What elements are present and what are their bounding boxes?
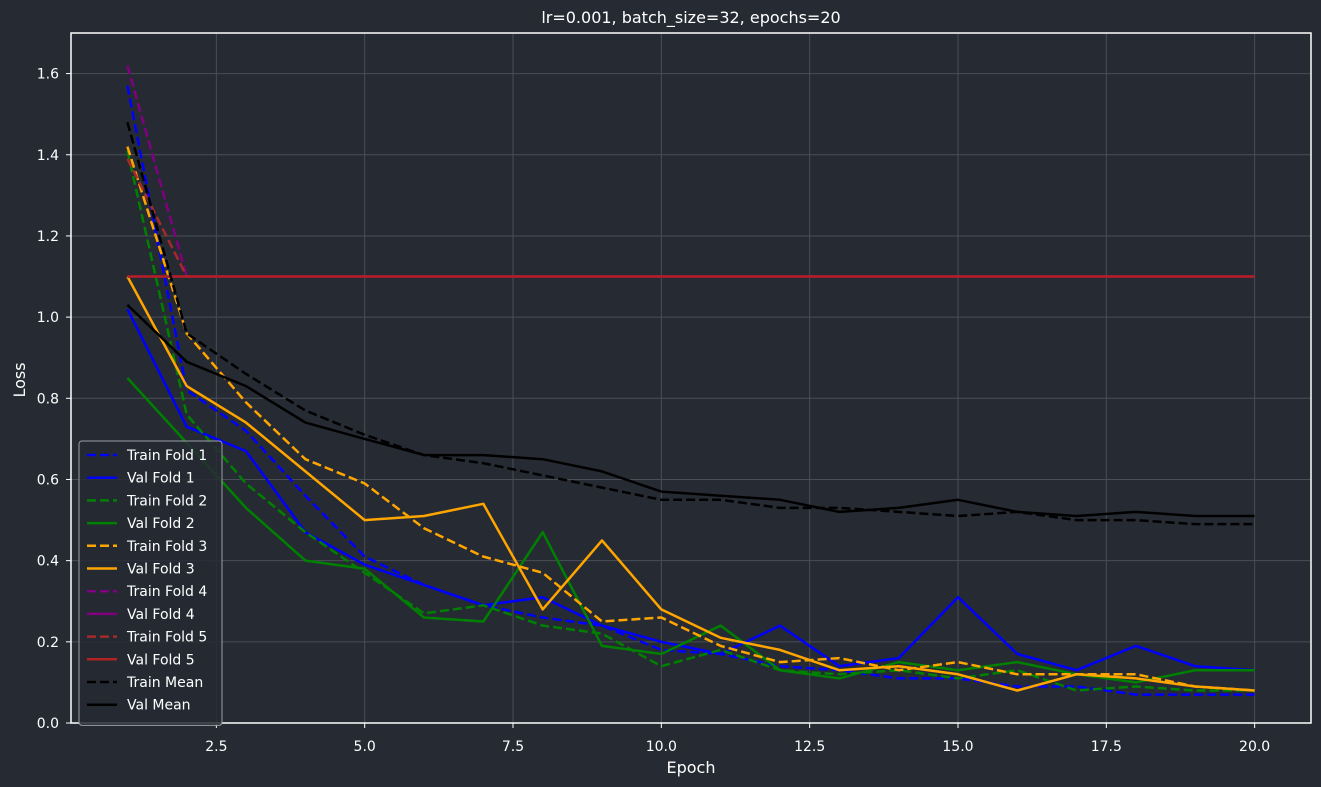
- series-line-train-fold-4: [126, 65, 188, 277]
- x-tick-label: 7.5: [502, 739, 524, 755]
- legend-label: Train Fold 4: [126, 584, 207, 600]
- x-tick-label: 20.0: [1239, 739, 1270, 755]
- legend-label: Val Fold 2: [127, 516, 195, 532]
- y-tick-label: 1.4: [37, 148, 59, 164]
- plot-lines: [126, 65, 1255, 696]
- x-tick-label: 15.0: [942, 739, 973, 755]
- y-tick-label: 0.0: [37, 716, 59, 732]
- y-axis-ticks: 0.0 0.2 0.4 0.6 0.8 1.0 1.2 1.4 1.6: [37, 67, 71, 732]
- legend-label: Val Mean: [127, 698, 191, 714]
- x-axis-ticks: 2.5 5.0 7.5 10.0 12.5 15.0 17.5 20.0: [205, 723, 1270, 755]
- series-line-val-fold-3: [126, 275, 1255, 692]
- series-line-train-fold-1: [126, 85, 1255, 696]
- y-tick-label: 1.2: [37, 229, 59, 245]
- y-tick-label: 0.6: [37, 472, 59, 488]
- x-tick-label: 10.0: [646, 739, 677, 755]
- legend-label: Val Fold 3: [127, 562, 195, 578]
- chart-title: lr=0.001, batch_size=32, epochs=20: [541, 8, 840, 28]
- legend-label: Val Fold 5: [127, 652, 195, 668]
- legend-label: Train Fold 3: [126, 539, 207, 555]
- legend-label: Train Fold 2: [126, 493, 207, 509]
- series-line-train-mean: [126, 121, 1255, 526]
- legend-label: Train Mean: [126, 675, 203, 691]
- x-axis-label: Epoch: [667, 758, 716, 777]
- legend-box: [78, 440, 223, 726]
- y-tick-label: 1.0: [37, 310, 59, 326]
- legend: Train Fold 1 Val Fold 1 Train Fold 2 Val Fo…: [78, 440, 223, 726]
- legend-label: Train Fold 1: [126, 448, 207, 464]
- series-line-train-fold-2: [126, 150, 1255, 692]
- legend-label: Val Fold 4: [127, 607, 195, 623]
- plot-frame: [70, 32, 1312, 724]
- x-tick-label: 5.0: [354, 739, 376, 755]
- y-tick-label: 0.2: [37, 635, 59, 651]
- legend-label: Train Fold 5: [126, 630, 207, 646]
- y-tick-label: 0.4: [37, 554, 59, 570]
- series-line-val-fold-2: [126, 377, 1255, 684]
- y-tick-label: 1.6: [37, 67, 59, 83]
- x-tick-label: 17.5: [1091, 739, 1122, 755]
- legend-label: Val Fold 1: [127, 471, 195, 487]
- series-line-train-fold-5: [126, 158, 188, 278]
- y-tick-label: 0.8: [37, 391, 59, 407]
- y-axis-label: Loss: [10, 362, 29, 397]
- series-line-train-fold-3: [126, 146, 1255, 692]
- x-tick-label: 2.5: [205, 739, 227, 755]
- x-tick-label: 12.5: [794, 739, 825, 755]
- series-line-val-mean: [126, 303, 1255, 518]
